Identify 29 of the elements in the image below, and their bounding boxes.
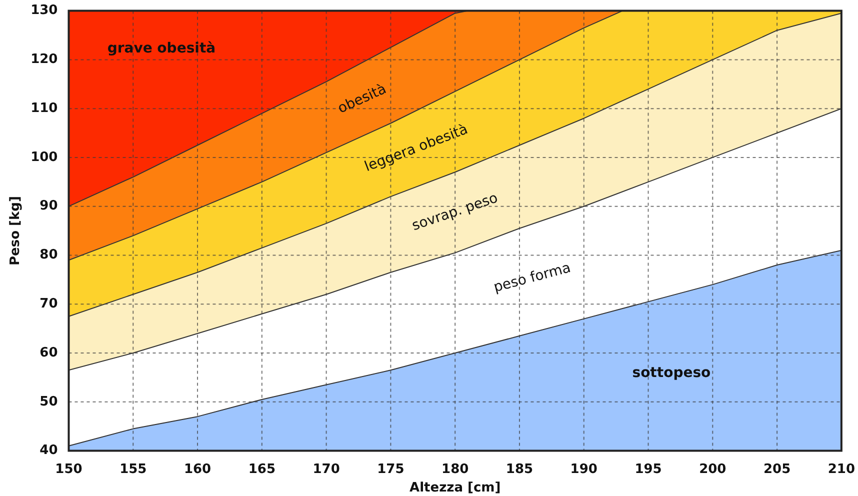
y-tick-label: 100 (30, 150, 58, 165)
x-tick-label: 150 (55, 462, 82, 477)
series-label: sovrap. peso (410, 190, 500, 234)
x-tick-label: 190 (570, 462, 598, 477)
series-label: sottopeso (632, 364, 712, 381)
series-label: peso forma (492, 260, 573, 296)
x-tick-label: 160 (184, 462, 212, 477)
y-tick-label: 50 (40, 394, 58, 410)
x-tick-label: 165 (248, 462, 276, 477)
y-tick-label: 40 (40, 443, 58, 458)
y-tick-label: 60 (40, 345, 58, 360)
y-tick-label: 90 (40, 198, 58, 214)
x-tick-label: 155 (120, 462, 147, 477)
x-tick-label: 180 (442, 462, 469, 477)
y-axis-title: Peso [kg] (8, 196, 24, 266)
y-tick-label: 70 (40, 296, 58, 312)
y-tick-label: 80 (40, 248, 58, 263)
x-tick-label: 170 (312, 462, 340, 477)
x-tick-label: 185 (506, 462, 534, 477)
y-tick-label: 130 (30, 3, 58, 18)
x-tick-label: 175 (377, 462, 404, 477)
x-tick-label: 195 (634, 462, 662, 477)
x-tick-label: 200 (699, 462, 726, 477)
series-label: grave obesità (107, 40, 216, 56)
x-tick-label: 210 (828, 462, 855, 477)
y-tick-label: 110 (30, 100, 58, 116)
x-axis-title: Altezza [cm] (410, 480, 501, 496)
x-tick-label: 205 (763, 462, 791, 477)
y-tick-label: 120 (30, 52, 58, 68)
